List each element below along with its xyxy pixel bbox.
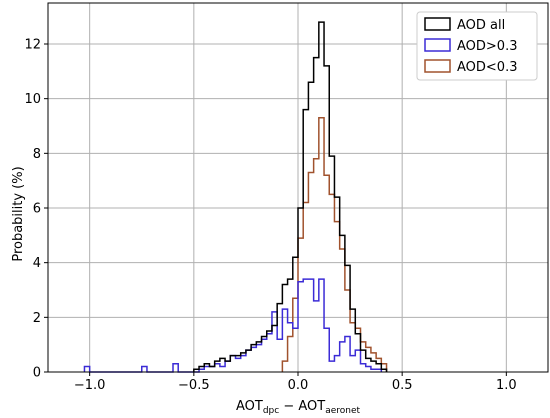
x-axis-label-sub-dpc: dpc bbox=[263, 406, 279, 416]
y-tick-label: 8 bbox=[33, 147, 41, 162]
y-tick-label: 6 bbox=[33, 202, 41, 217]
legend-box bbox=[416, 11, 538, 81]
x-tick-label: 0.5 bbox=[392, 378, 413, 393]
legend-swatch-aod-gt-03 bbox=[424, 38, 451, 52]
legend-swatch-aod-lt-03 bbox=[424, 59, 451, 73]
x-axis-label-sub-aeronet: aeronet bbox=[325, 406, 360, 416]
legend-swatch-aod-all bbox=[424, 17, 451, 31]
x-ticks: −1.0 −0.5 0.0 0.5 1.0 bbox=[74, 372, 517, 393]
histogram-series-0 bbox=[193, 21, 388, 372]
y-axis-label: Probability (%) bbox=[11, 166, 26, 261]
x-tick-label: −1.0 bbox=[74, 378, 106, 393]
y-ticks: 0 2 4 6 8 10 12 bbox=[24, 38, 48, 381]
x-tick-label: 1.0 bbox=[496, 378, 517, 393]
y-tick-label: 12 bbox=[24, 38, 41, 53]
legend-label-aod-lt-03: AOD<0.3 bbox=[457, 60, 517, 75]
x-axis-label-main: AOT bbox=[236, 399, 263, 414]
x-axis-label: AOTdpc − AOTaeronet bbox=[236, 399, 361, 416]
x-axis-label-minus: − AOT bbox=[279, 399, 325, 414]
legend: AOD all AOD>0.3 AOD<0.3 bbox=[416, 11, 538, 81]
y-tick-label: 10 bbox=[24, 92, 41, 107]
x-tick-label: 0.0 bbox=[288, 378, 309, 393]
y-tick-label: 0 bbox=[33, 366, 41, 381]
legend-label-aod-gt-03: AOD>0.3 bbox=[457, 39, 517, 54]
legend-label-aod-all: AOD all bbox=[457, 18, 505, 33]
histogram-series-1 bbox=[83, 278, 383, 373]
x-tick-label: −0.5 bbox=[178, 378, 210, 393]
y-tick-label: 2 bbox=[33, 311, 41, 326]
histogram-series bbox=[83, 21, 388, 373]
y-tick-label: 4 bbox=[33, 256, 41, 271]
